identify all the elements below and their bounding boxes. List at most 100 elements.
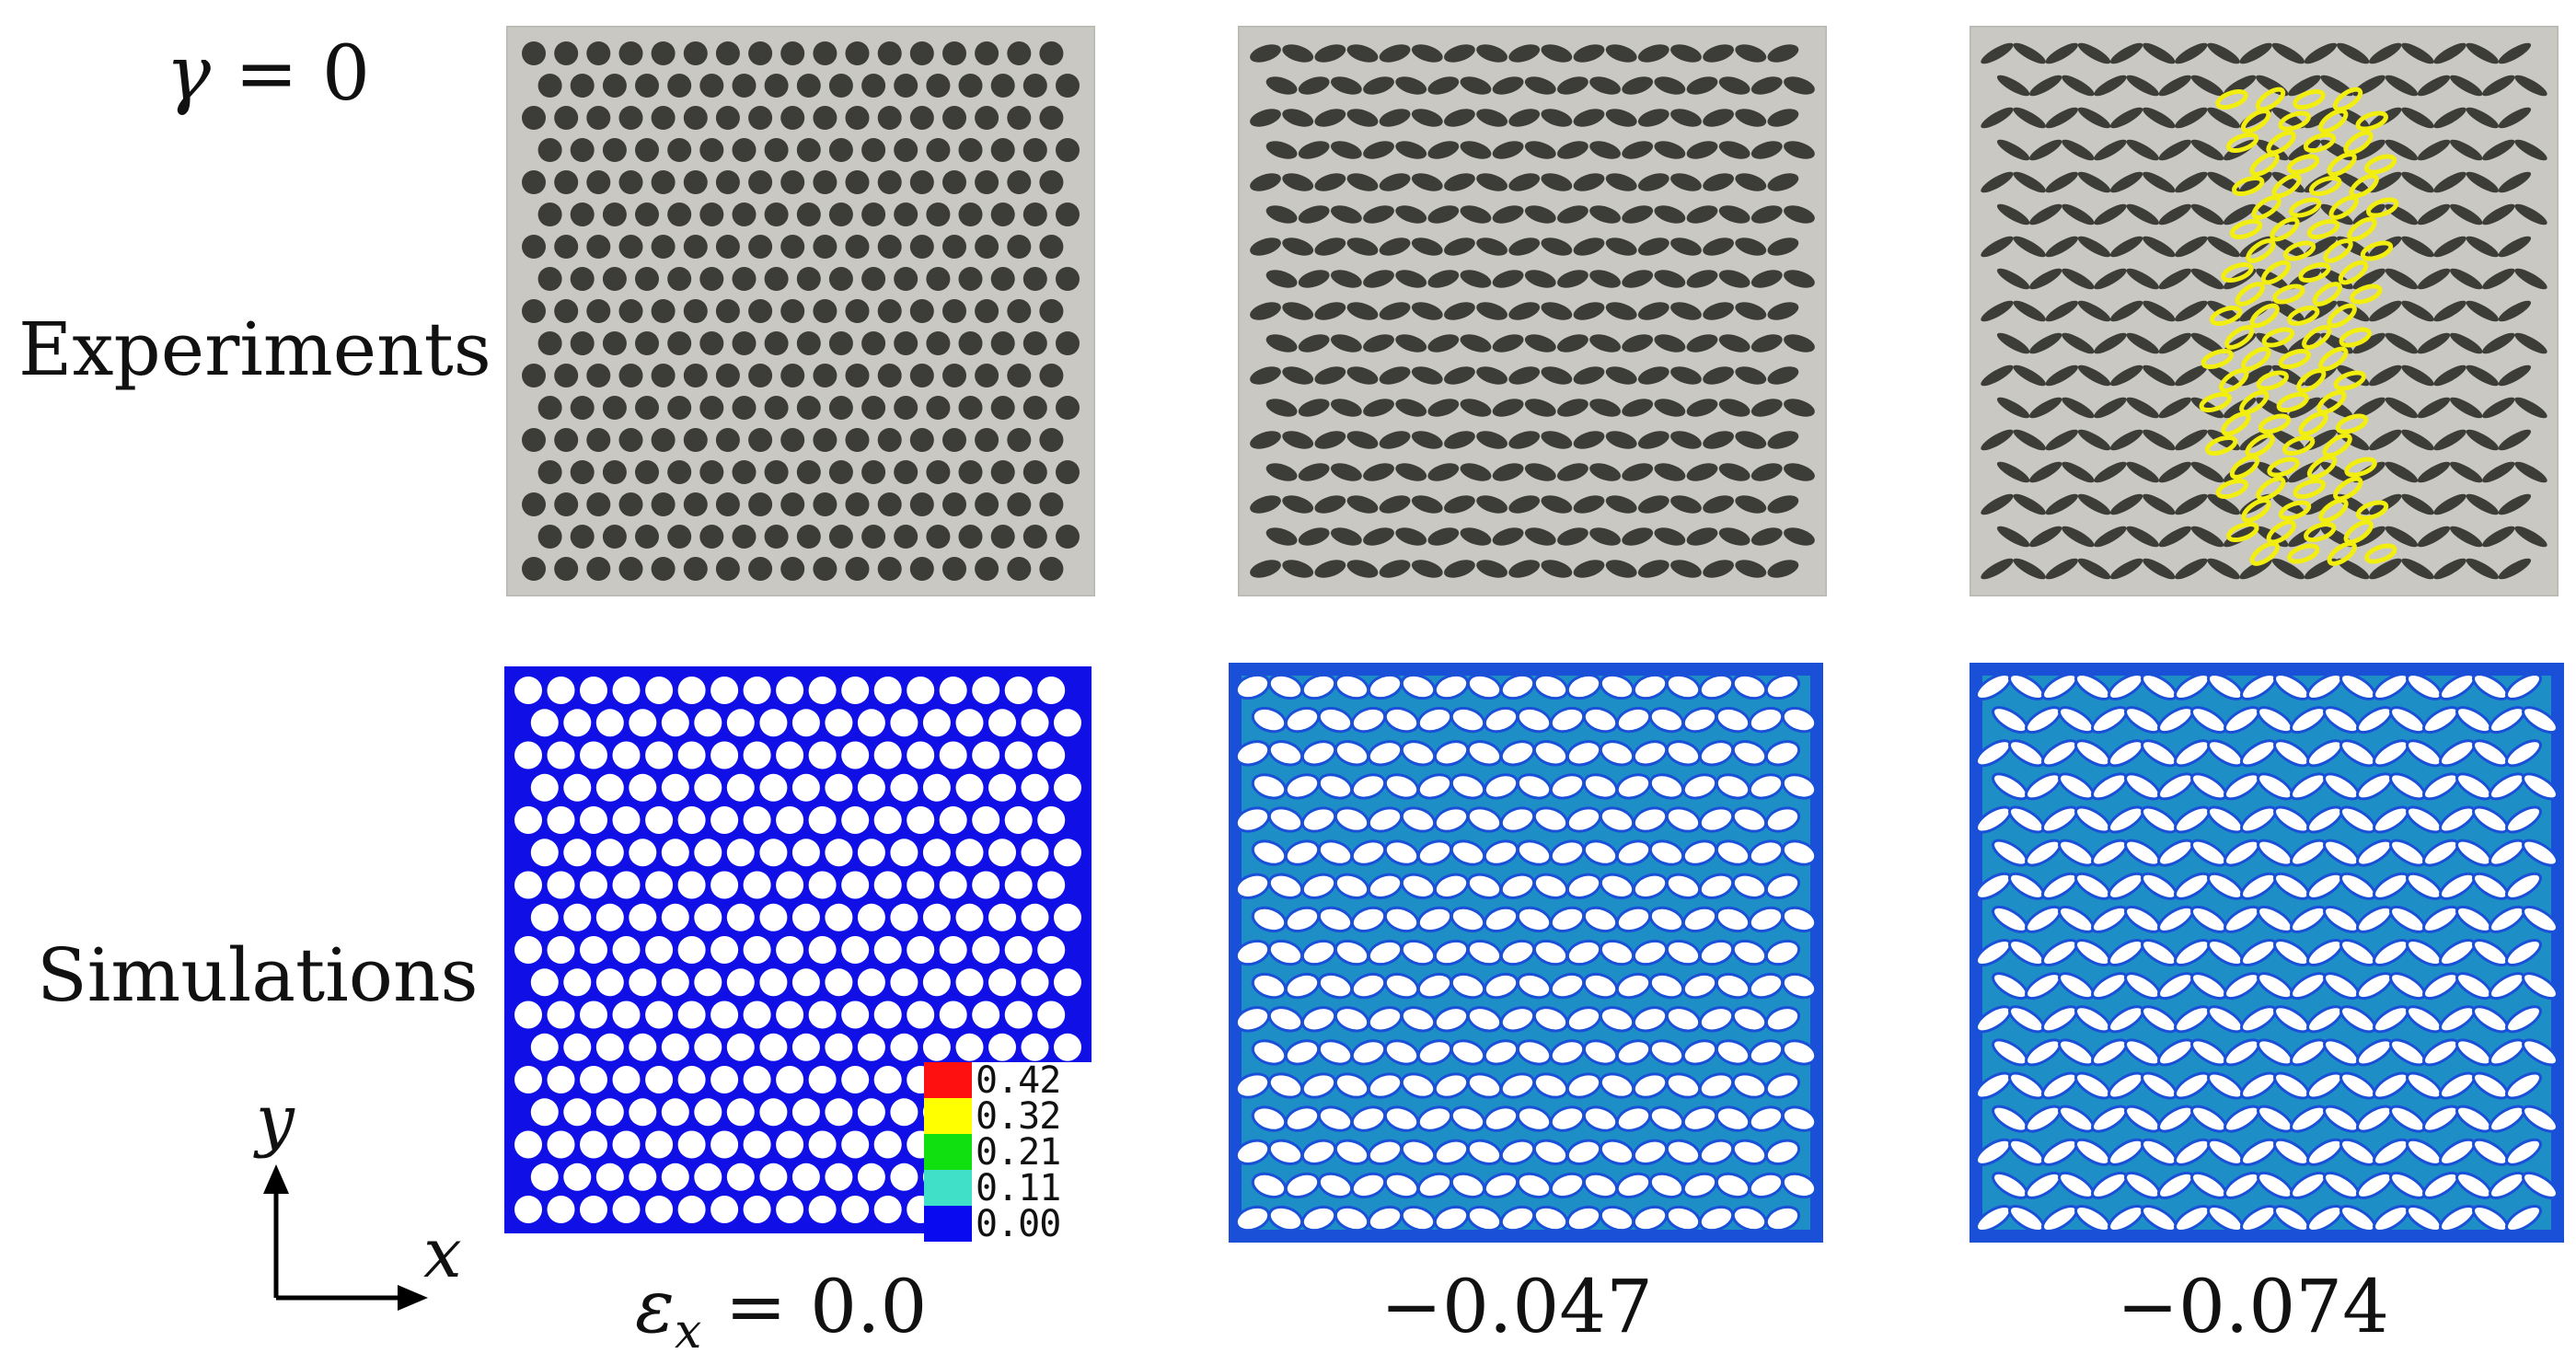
- lattice-hole: [890, 1033, 918, 1061]
- lattice-hole: [2256, 203, 2289, 226]
- lattice-hole: [1267, 740, 1304, 767]
- lattice-hole: [1411, 109, 1443, 127]
- lattice-hole: [1499, 1072, 1536, 1099]
- lattice-hole: [1004, 741, 1033, 769]
- lattice-hole: [2417, 461, 2451, 483]
- lattice-hole: [1250, 302, 1281, 320]
- lattice-hole: [1582, 1039, 1619, 1066]
- lattice-hole: [894, 202, 918, 226]
- lattice-hole: [530, 1098, 559, 1127]
- lattice-hole: [841, 806, 870, 834]
- ellipse-marker: [2229, 218, 2263, 240]
- lattice-hole: [2514, 397, 2547, 419]
- ellipse-marker: [2271, 173, 2302, 199]
- lattice-hole: [796, 331, 821, 355]
- lattice-hole: [780, 557, 805, 581]
- lattice-hole: [1383, 1105, 1420, 1132]
- lattice-hole: [1400, 740, 1437, 767]
- lattice-hole: [1416, 906, 1453, 933]
- lattice-hole: [1718, 141, 1750, 159]
- lattice-hole: [683, 299, 708, 323]
- lattice-hole: [764, 202, 789, 226]
- lattice-hole: [570, 331, 595, 355]
- lattice-hole: [1037, 1001, 1066, 1029]
- lattice-hole: [2522, 706, 2559, 735]
- lattice-hole: [1314, 109, 1346, 127]
- lattice-hole: [537, 202, 562, 226]
- lattice-hole: [776, 936, 804, 964]
- lattice-hole: [1784, 399, 1815, 417]
- lattice-hole: [877, 41, 902, 65]
- lattice-hole: [909, 299, 934, 323]
- lattice-hole: [2498, 236, 2532, 258]
- lattice-hole: [1450, 972, 1486, 1000]
- lattice-hole: [537, 267, 562, 291]
- lattice-hole: [2239, 364, 2272, 387]
- lattice-hole: [975, 299, 999, 323]
- lattice-hole: [547, 1130, 575, 1159]
- lattice-hole: [1735, 109, 1767, 127]
- lattice-hole: [955, 1033, 984, 1061]
- lattice-hole: [1379, 237, 1411, 256]
- lattice-hole: [554, 106, 579, 130]
- lattice-hole: [1234, 806, 1271, 833]
- lattice-hole: [1314, 495, 1346, 514]
- lattice-hole: [1251, 1172, 1288, 1199]
- lattice-hole: [1037, 871, 1066, 899]
- lattice-hole: [2482, 397, 2515, 419]
- lattice-hole: [1433, 1072, 1470, 1099]
- lattice-hole: [1350, 1105, 1387, 1132]
- axes-indicator: [263, 1164, 428, 1311]
- lattice-hole: [1541, 366, 1573, 385]
- lattice-hole: [926, 331, 951, 355]
- lattice-hole: [1284, 773, 1321, 800]
- ellipse-marker: [2204, 434, 2238, 457]
- lattice-hole: [2498, 364, 2532, 387]
- lattice-hole: [1007, 106, 1032, 130]
- lattice-hole: [2158, 461, 2191, 483]
- lattice-hole: [732, 74, 757, 98]
- lattice-hole: [1334, 673, 1370, 700]
- lattice-hole: [2433, 236, 2466, 258]
- lattice-hole: [2094, 461, 2127, 483]
- lattice-hole: [595, 903, 624, 931]
- lattice-hole: [2401, 171, 2434, 193]
- ellipse-marker: [2287, 543, 2320, 564]
- lattice-hole: [972, 871, 1000, 899]
- lattice-hole: [1433, 873, 1470, 899]
- ellipse-marker: [2224, 325, 2255, 350]
- lattice-hole: [1395, 76, 1427, 95]
- lattice-hole: [2158, 332, 2191, 354]
- lattice-hole: [2505, 805, 2542, 834]
- lattice-hole: [1298, 527, 1330, 546]
- lattice-hole: [1557, 205, 1588, 224]
- lattice-hole: [841, 1196, 870, 1223]
- lattice-hole: [1346, 109, 1379, 127]
- lattice-hole: [2158, 75, 2191, 97]
- lattice-hole: [1300, 1006, 1337, 1033]
- lattice-hole: [922, 968, 951, 997]
- lattice-hole: [2482, 461, 2515, 483]
- lattice-hole: [1605, 44, 1637, 63]
- lattice-hole: [677, 741, 706, 769]
- lattice-hole: [1450, 906, 1486, 933]
- lattice-hole: [2094, 268, 2127, 290]
- lattice-hole: [715, 428, 740, 452]
- lattice-hole: [1367, 806, 1404, 833]
- lattice-hole: [988, 1033, 1016, 1061]
- lattice-hole: [1383, 706, 1420, 734]
- lattice-hole: [743, 1196, 771, 1223]
- lattice-hole: [1637, 44, 1669, 63]
- lattice-hole: [1395, 334, 1427, 353]
- lattice-hole: [732, 396, 757, 420]
- lattice-hole: [1331, 141, 1362, 159]
- lattice-hole: [2126, 75, 2159, 97]
- lattice-hole: [1021, 968, 1049, 997]
- lattice-hole: [547, 1196, 575, 1223]
- lattice-hole: [2126, 397, 2159, 419]
- lattice-hole: [926, 525, 951, 549]
- lattice-hole: [1267, 1139, 1304, 1165]
- lattice-hole: [1334, 1139, 1370, 1165]
- lattice-hole: [570, 74, 595, 98]
- simulation-undeformed: [504, 666, 1092, 1233]
